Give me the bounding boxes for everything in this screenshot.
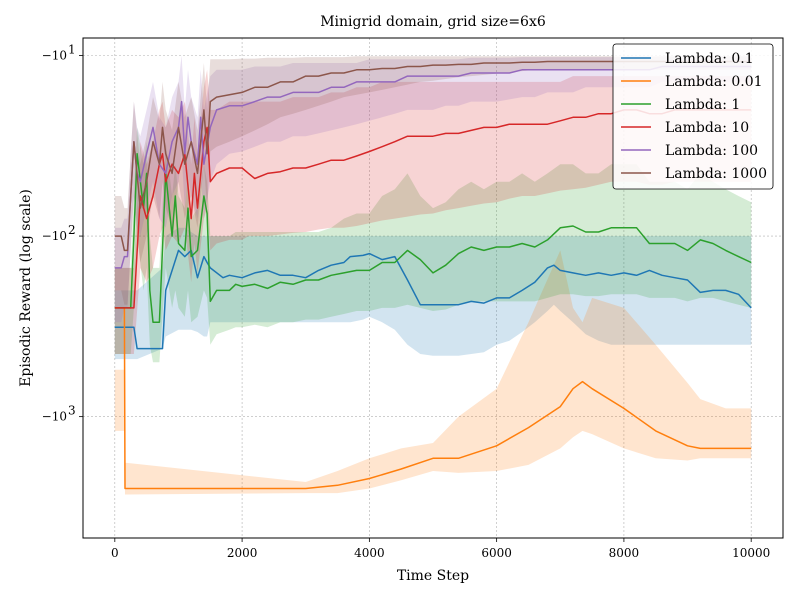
confidence-band (114, 227, 752, 360)
legend-label: Lambda: 100 (665, 143, 758, 159)
axis-ticks: 0 2000 4000 6000 8000 10000−10 1−10 2−10 3 (42, 42, 771, 560)
series-line (114, 249, 752, 350)
y-tick-exponent: 2 (68, 223, 76, 237)
y-tick-label: −10 (42, 229, 67, 243)
legend-label: Lambda: 1 (665, 97, 740, 113)
x-tick-label: 6000 (481, 546, 512, 560)
confidence-band (114, 127, 752, 363)
plot-frame (82, 37, 784, 539)
x-axis-title: Time Step (397, 568, 469, 584)
y-tick-label: −10 (42, 48, 67, 62)
gridlines (83, 38, 783, 538)
confidence-band (114, 250, 752, 495)
x-tick-label: 10000 (732, 546, 770, 560)
y-tick-exponent: 1 (68, 42, 76, 56)
chart-title: Minigrid domain, grid size=6x6 (320, 14, 546, 30)
confidence-bands (114, 55, 752, 495)
y-tick-exponent: 3 (68, 404, 76, 418)
legend: Lambda: 0.1 Lambda: 0.01 Lambda: 1 Lambda: … (612, 43, 774, 190)
confidence-band (114, 55, 752, 323)
confidence-band (114, 56, 752, 305)
x-tick-label: 2000 (227, 546, 258, 560)
x-tick-label: 4000 (354, 546, 385, 560)
y-axis-title: Episodic Reward (log scale) (18, 189, 34, 387)
legend-label: Lambda: 0.1 (665, 51, 754, 67)
confidence-band (114, 69, 752, 355)
legend-label: Lambda: 10 (665, 120, 749, 136)
legend-label: Lambda: 1000 (665, 166, 767, 182)
legend-label: Lambda: 0.01 (665, 74, 763, 90)
series-line (114, 307, 752, 490)
series-line (114, 152, 752, 323)
x-tick-label: 8000 (609, 546, 640, 560)
x-tick-label: 0 (111, 546, 119, 560)
legend-box (612, 43, 774, 190)
y-tick-label: −10 (42, 410, 67, 424)
